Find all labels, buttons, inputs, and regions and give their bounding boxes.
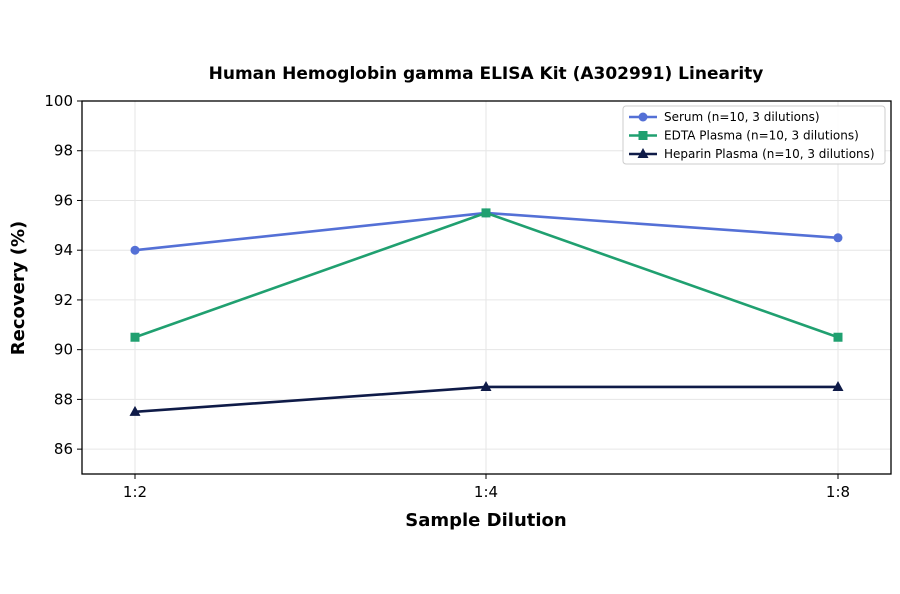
- series-1: [130, 208, 843, 342]
- y-tick-label: 96: [54, 191, 73, 209]
- chart-title: Human Hemoglobin gamma ELISA Kit (A30299…: [209, 64, 764, 84]
- x-tick-label: 1:8: [826, 483, 850, 501]
- x-axis-label: Sample Dilution: [405, 510, 566, 531]
- y-tick-label: 100: [44, 92, 73, 110]
- y-tick-label: 88: [54, 390, 73, 408]
- legend-item: EDTA Plasma (n=10, 3 dilutions): [629, 129, 859, 143]
- data-point: [130, 332, 140, 342]
- x-tick-label: 1:4: [474, 483, 498, 501]
- data-point: [480, 380, 492, 391]
- legend: Serum (n=10, 3 dilutions) EDTA Plasma (n=…: [622, 105, 886, 165]
- y-tick-label: 94: [54, 241, 73, 259]
- data-point: [833, 233, 843, 243]
- y-tick-label: 90: [54, 341, 73, 359]
- y-tick-label: 98: [54, 142, 73, 160]
- x-tick-label: 1:2: [123, 483, 147, 501]
- y-tick-label: 92: [54, 291, 73, 309]
- legend-label: Heparin Plasma (n=10, 3 dilutions): [664, 147, 875, 161]
- legend-label: Serum (n=10, 3 dilutions): [664, 110, 820, 124]
- data-point: [481, 208, 491, 218]
- y-tick-label: 86: [54, 440, 73, 458]
- data-point: [832, 380, 844, 391]
- legend-item: Serum (n=10, 3 dilutions): [629, 110, 820, 124]
- data-point: [130, 245, 140, 255]
- legend-marker: [637, 148, 649, 158]
- legend-marker: [638, 112, 648, 122]
- legend-box: [622, 105, 886, 165]
- series-layer: [129, 208, 844, 416]
- legend-label: EDTA Plasma (n=10, 3 dilutions): [664, 129, 859, 143]
- data-point: [129, 405, 141, 416]
- legend-item: Heparin Plasma (n=10, 3 dilutions): [629, 147, 875, 161]
- data-point: [833, 332, 843, 342]
- series-2: [129, 380, 844, 416]
- y-axis: 86 88 90 92 94 96 98 100: [44, 92, 82, 458]
- legend-marker: [638, 131, 648, 140]
- x-axis: 1:2 1:4 1:8: [123, 474, 850, 501]
- y-axis-label: Recovery (%): [8, 221, 29, 355]
